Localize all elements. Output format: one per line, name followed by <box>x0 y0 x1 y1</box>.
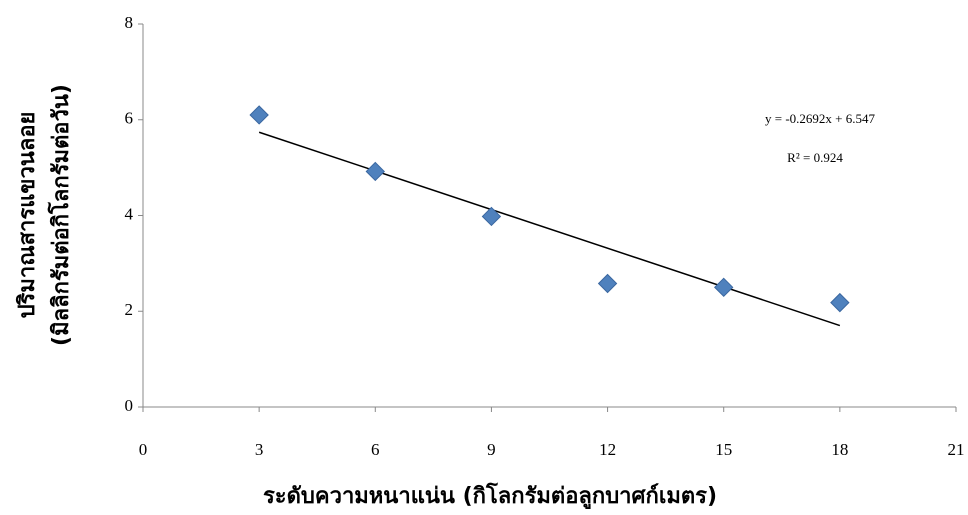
data-point <box>714 277 734 298</box>
x-tick-label: 3 <box>255 440 264 459</box>
x-tick-label: 15 <box>715 440 732 459</box>
trendline-equation: y = -0.2692x + 6.547 <box>765 111 875 126</box>
x-tick-label: 9 <box>487 440 496 459</box>
y-axis-title: ปริมาณสารแขวนลอย <box>15 112 40 319</box>
data-point <box>597 273 618 294</box>
x-axis-title: ระดับความหนาแน่น (กิโลกรัมต่อลูกบาศก์เมต… <box>263 482 717 510</box>
y-axis-title: (มิลลิกรัมต่อกิโลกรัมต่อวัน) <box>47 84 74 346</box>
y-tick-label: 4 <box>125 204 134 223</box>
x-tick-label: 21 <box>948 440 965 459</box>
data-point <box>249 105 269 125</box>
y-tick-label: 6 <box>125 109 134 128</box>
data-point <box>830 292 850 313</box>
x-tick-label: 6 <box>371 440 380 459</box>
x-tick-label: 0 <box>139 440 148 459</box>
y-tick-label: 2 <box>125 300 134 319</box>
data-point <box>481 206 502 227</box>
y-tick-label: 0 <box>125 396 134 415</box>
x-tick-label: 18 <box>831 440 848 459</box>
trendline <box>258 131 841 327</box>
y-tick-label: 8 <box>125 13 134 32</box>
x-tick-label: 12 <box>599 440 616 459</box>
data-point <box>365 161 385 182</box>
r-squared: R² = 0.924 <box>787 150 843 165</box>
